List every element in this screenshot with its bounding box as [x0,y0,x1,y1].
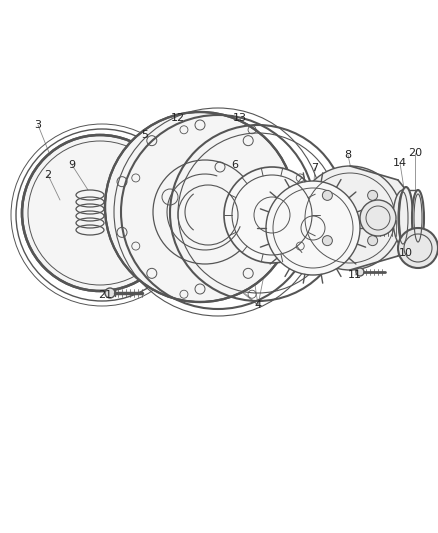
Text: 20: 20 [408,148,422,158]
Circle shape [322,236,332,246]
Ellipse shape [399,187,413,249]
Text: 3: 3 [35,120,42,130]
Text: 8: 8 [344,150,352,160]
Text: 13: 13 [233,113,247,123]
Text: 11: 11 [348,270,362,280]
Circle shape [360,200,396,236]
Ellipse shape [412,190,424,246]
Text: 6: 6 [232,160,239,170]
Circle shape [367,236,378,246]
Circle shape [22,135,178,291]
Circle shape [105,112,295,302]
Text: 7: 7 [311,163,318,173]
Ellipse shape [393,190,413,246]
Polygon shape [350,166,406,270]
Text: 5: 5 [141,130,148,140]
Text: 10: 10 [399,248,413,258]
Text: 14: 14 [393,158,407,168]
Circle shape [322,190,332,200]
Text: 12: 12 [171,113,185,123]
Ellipse shape [356,268,364,276]
Ellipse shape [105,288,115,298]
Circle shape [298,166,402,270]
Circle shape [224,167,320,263]
Circle shape [398,228,438,268]
Circle shape [266,181,360,275]
Text: 2: 2 [44,170,52,180]
Text: 4: 4 [254,300,261,310]
Circle shape [367,190,378,200]
Text: 9: 9 [68,160,76,170]
Text: 21: 21 [98,290,112,300]
